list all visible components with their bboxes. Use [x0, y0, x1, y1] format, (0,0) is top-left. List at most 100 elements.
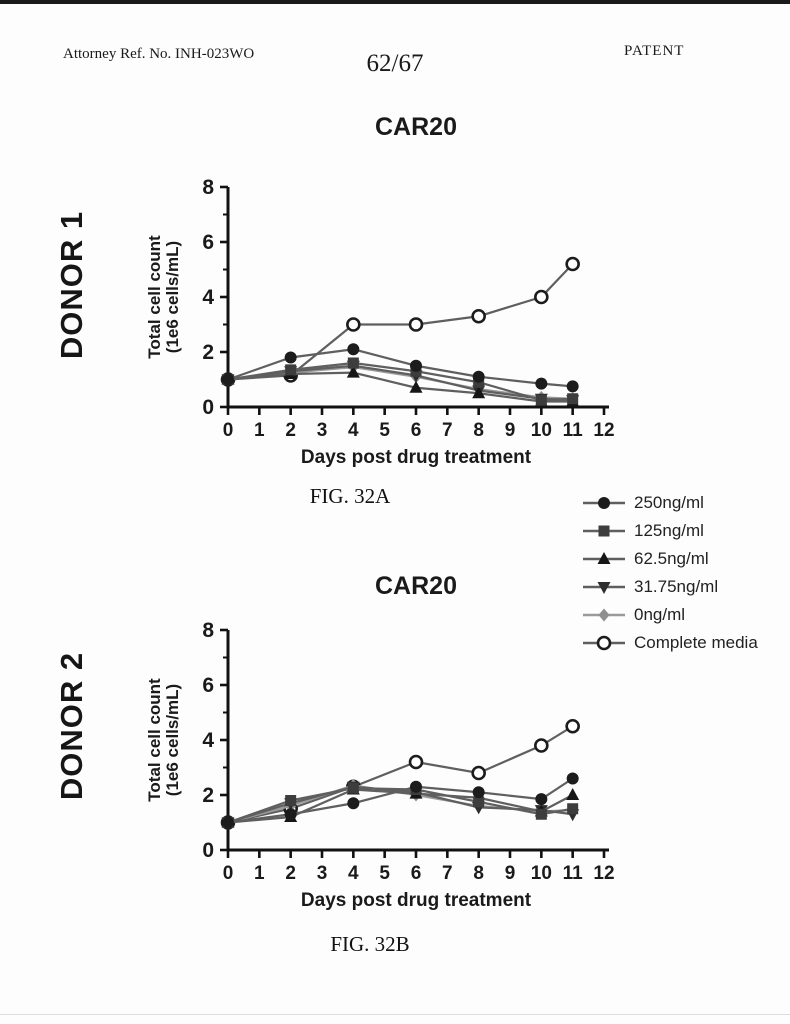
legend-item-31-75ng-ml: 31.75ng/ml [581, 573, 758, 601]
x-tick-label: 3 [317, 863, 328, 884]
x-tick-label: 2 [285, 420, 296, 441]
fig-32a-caption: FIG. 32A [309, 484, 391, 508]
data-point-250ng/ml [222, 373, 234, 386]
y-tick-label: 6 [202, 231, 214, 254]
y-tick-label: 2 [202, 341, 214, 364]
legend-marker-glyph [598, 497, 610, 509]
x-tick-label: 5 [379, 863, 390, 884]
legend-item-250ng-ml: 250ng/ml [581, 489, 758, 517]
x-tick-label: 7 [442, 420, 453, 441]
page-bottom-edge [0, 1014, 790, 1015]
data-point-Complete media [346, 317, 361, 332]
data-point-250ng/ml [472, 370, 485, 383]
data-point-250ng/ml [222, 816, 234, 829]
data-point-125ng/ml [285, 795, 297, 806]
data-point-250ng/ml [410, 359, 422, 372]
y-tick-label: 2 [202, 784, 214, 807]
x-tick-label: 10 [531, 420, 552, 441]
data-point-250ng/ml [410, 780, 422, 793]
x-tick-label: 8 [473, 420, 484, 441]
y-tick-label: 8 [202, 619, 214, 642]
series-line-250ng/ml [227, 777, 574, 824]
data-point-Complete media [534, 289, 549, 305]
data-point-125ng/ml [285, 364, 297, 376]
data-point-250ng/ml [284, 808, 297, 821]
y-tick-label: 4 [202, 729, 214, 752]
data-point-62.5ng/ml [346, 365, 360, 378]
legend-label: 0ng/ml [634, 605, 686, 624]
x-tick-label: 9 [505, 863, 516, 884]
legend-label: Complete media [634, 633, 758, 652]
data-point-62.5ng/ml [472, 386, 486, 399]
x-tick-label: 3 [317, 420, 328, 441]
x-axis-label: Days post drug treatment [301, 447, 532, 468]
data-point-125ng/ml [567, 803, 579, 815]
legend-marker-glyph [597, 552, 611, 564]
legend-marker-diamond-filled [583, 608, 625, 622]
data-point-250ng/ml [347, 797, 360, 810]
data-point-Complete media [565, 256, 580, 272]
legend-marker-glyph [598, 608, 610, 622]
legend-item-62-5ng-ml: 62.5ng/ml [581, 545, 758, 573]
legend-marker-glyph [598, 525, 610, 537]
fig-32b-caption: FIG. 32B [330, 932, 410, 956]
legend-label: 31.75ng/ml [634, 577, 719, 596]
data-point-250ng/ml [566, 772, 579, 785]
x-axis-label: Days post drug treatment [301, 890, 532, 911]
data-point-250ng/ml [284, 351, 297, 364]
x-tick-label: 12 [593, 863, 614, 884]
chart-title: CAR20 [375, 113, 457, 141]
data-point-62.5ng/ml [566, 788, 580, 800]
data-point-Complete media [471, 308, 486, 324]
data-point-250ng/ml [535, 793, 548, 806]
data-point-125ng/ml [473, 796, 485, 808]
x-tick-label: 6 [411, 863, 422, 884]
attorney-ref: Attorney Ref. No. INH-023WO [63, 46, 255, 62]
legend-marker-circle-filled [583, 497, 625, 509]
data-point-Complete media [408, 754, 424, 770]
data-point-125ng/ml [535, 394, 547, 406]
x-tick-label: 8 [473, 863, 484, 884]
data-point-62.5ng/ml [409, 380, 423, 393]
x-tick-label: 0 [223, 420, 234, 441]
series-line-250ng/ml [227, 348, 573, 388]
data-point-125ng/ml [347, 357, 359, 369]
x-tick-label: 9 [505, 420, 516, 441]
data-point-Complete media [471, 765, 486, 781]
y-tick-label: 4 [202, 286, 214, 309]
data-point-250ng/ml [535, 377, 548, 390]
legend-marker-circle-open [583, 635, 625, 651]
x-tick-label: 10 [531, 863, 552, 884]
legend-marker-glyph [597, 582, 611, 594]
legend-item-0ng-ml: 0ng/ml [581, 601, 758, 629]
donor-1-label: DONOR 1 [54, 210, 89, 360]
x-tick-label: 7 [442, 863, 453, 884]
data-point-Complete media [534, 738, 549, 753]
donor-2-label: DONOR 2 [54, 651, 89, 801]
legend-label: 250ng/ml [634, 493, 704, 512]
data-point-250ng/ml [347, 343, 360, 356]
x-tick-label: 4 [348, 863, 359, 884]
legend-marker-glyph [596, 635, 612, 651]
data-point-125ng/ml [535, 808, 547, 820]
data-point-250ng/ml [472, 786, 485, 799]
chart-legend: 250ng/ml 125ng/ml 62.5ng/ml 31.75ng/ml 0ng/m… [581, 489, 758, 657]
data-point-250ng/ml [566, 380, 579, 393]
x-tick-label: 2 [285, 863, 296, 884]
sheet-number: 62/67 [366, 50, 424, 77]
y-tick-label: 6 [202, 674, 214, 697]
x-tick-label: 11 [563, 420, 584, 441]
page-top-edge [0, 0, 790, 4]
legend-marker-triangle-down-filled [583, 582, 625, 594]
legend-item-125ng-ml: 125ng/ml [581, 517, 758, 545]
data-point-125ng/ml [347, 782, 359, 794]
x-tick-label: 5 [379, 420, 390, 441]
x-tick-label: 4 [348, 420, 359, 441]
y-tick-label: 0 [202, 396, 214, 419]
x-tick-label: 6 [411, 420, 422, 441]
legend-marker-triangle-up-filled [583, 552, 625, 564]
data-point-Complete media [565, 718, 580, 734]
data-point-Complete media [408, 317, 424, 332]
